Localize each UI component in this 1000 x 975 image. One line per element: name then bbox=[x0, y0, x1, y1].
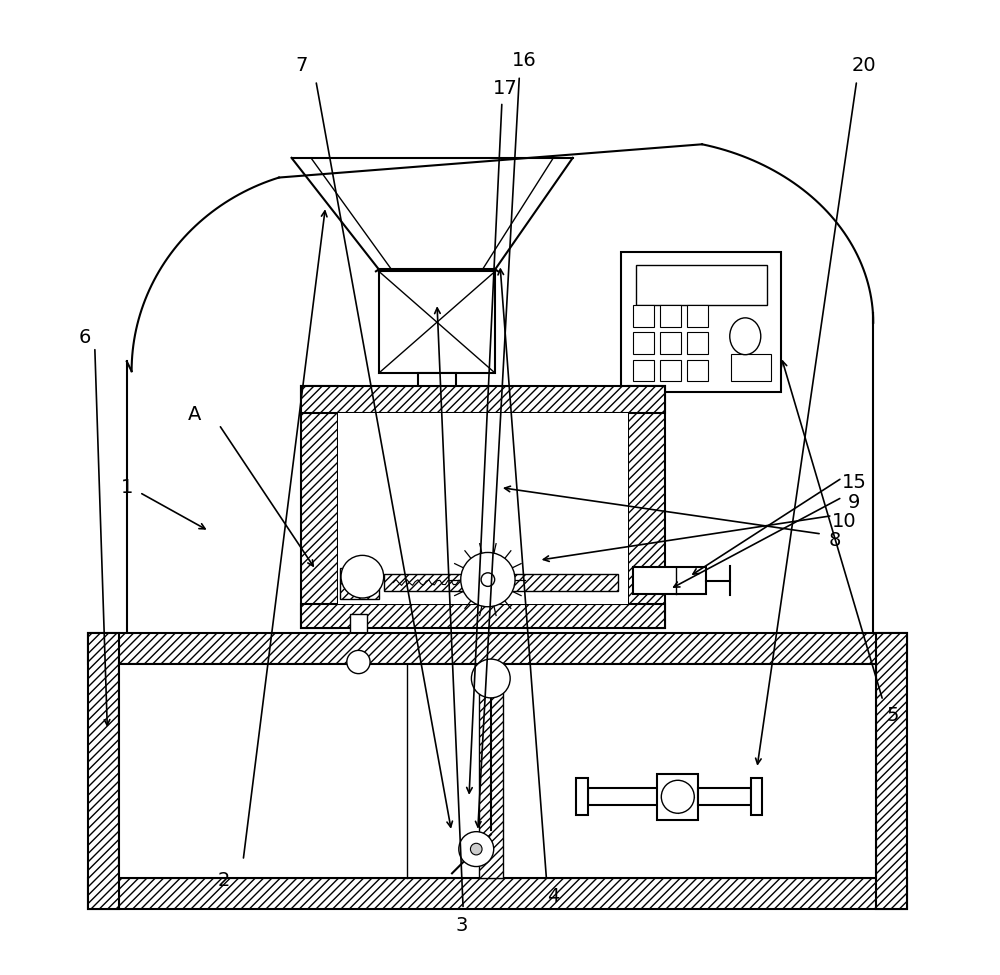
Circle shape bbox=[481, 572, 495, 586]
Bar bbox=[731, 354, 771, 381]
Bar bbox=[301, 604, 665, 628]
Text: 1: 1 bbox=[121, 478, 133, 497]
Bar bbox=[687, 305, 708, 327]
Circle shape bbox=[347, 650, 370, 674]
Text: 4: 4 bbox=[547, 887, 560, 906]
Text: 10: 10 bbox=[832, 512, 856, 531]
Bar bbox=[628, 386, 665, 628]
Circle shape bbox=[661, 780, 694, 813]
Text: 7: 7 bbox=[295, 57, 307, 75]
Text: 6: 6 bbox=[79, 328, 91, 347]
Bar bbox=[633, 360, 654, 381]
Bar bbox=[633, 332, 654, 354]
Text: 3: 3 bbox=[455, 916, 467, 935]
Text: 16: 16 bbox=[512, 52, 537, 70]
Bar bbox=[479, 664, 503, 878]
Bar bbox=[340, 568, 379, 599]
Bar bbox=[88, 633, 907, 664]
Bar bbox=[660, 332, 681, 354]
Bar bbox=[384, 573, 618, 591]
Bar bbox=[660, 305, 681, 327]
Bar bbox=[88, 878, 907, 910]
Circle shape bbox=[459, 832, 494, 867]
Bar bbox=[876, 633, 907, 910]
Bar bbox=[119, 664, 876, 878]
Bar bbox=[576, 778, 588, 815]
Circle shape bbox=[341, 556, 384, 598]
Bar bbox=[301, 386, 665, 412]
Text: A: A bbox=[188, 406, 201, 424]
Bar bbox=[633, 567, 706, 594]
Bar bbox=[751, 778, 762, 815]
Bar bbox=[657, 773, 698, 820]
Text: 20: 20 bbox=[851, 57, 876, 75]
Text: 2: 2 bbox=[218, 871, 230, 889]
Text: 15: 15 bbox=[841, 473, 866, 492]
Ellipse shape bbox=[730, 318, 761, 355]
Bar bbox=[660, 360, 681, 381]
Bar bbox=[621, 252, 781, 393]
Circle shape bbox=[461, 553, 515, 606]
Bar bbox=[633, 305, 654, 327]
Text: 9: 9 bbox=[848, 492, 860, 512]
Bar bbox=[338, 412, 628, 604]
Bar bbox=[379, 271, 495, 373]
Bar bbox=[698, 788, 751, 805]
Bar bbox=[588, 788, 678, 805]
Bar bbox=[350, 613, 367, 652]
Text: 5: 5 bbox=[886, 706, 899, 724]
Circle shape bbox=[471, 659, 510, 698]
Bar bbox=[687, 332, 708, 354]
Text: 8: 8 bbox=[828, 531, 841, 550]
Bar bbox=[301, 386, 338, 628]
Circle shape bbox=[470, 843, 482, 855]
Text: 17: 17 bbox=[492, 79, 517, 98]
Bar bbox=[418, 373, 456, 421]
Bar bbox=[636, 264, 767, 305]
Bar bbox=[88, 633, 119, 910]
Bar bbox=[687, 360, 708, 381]
